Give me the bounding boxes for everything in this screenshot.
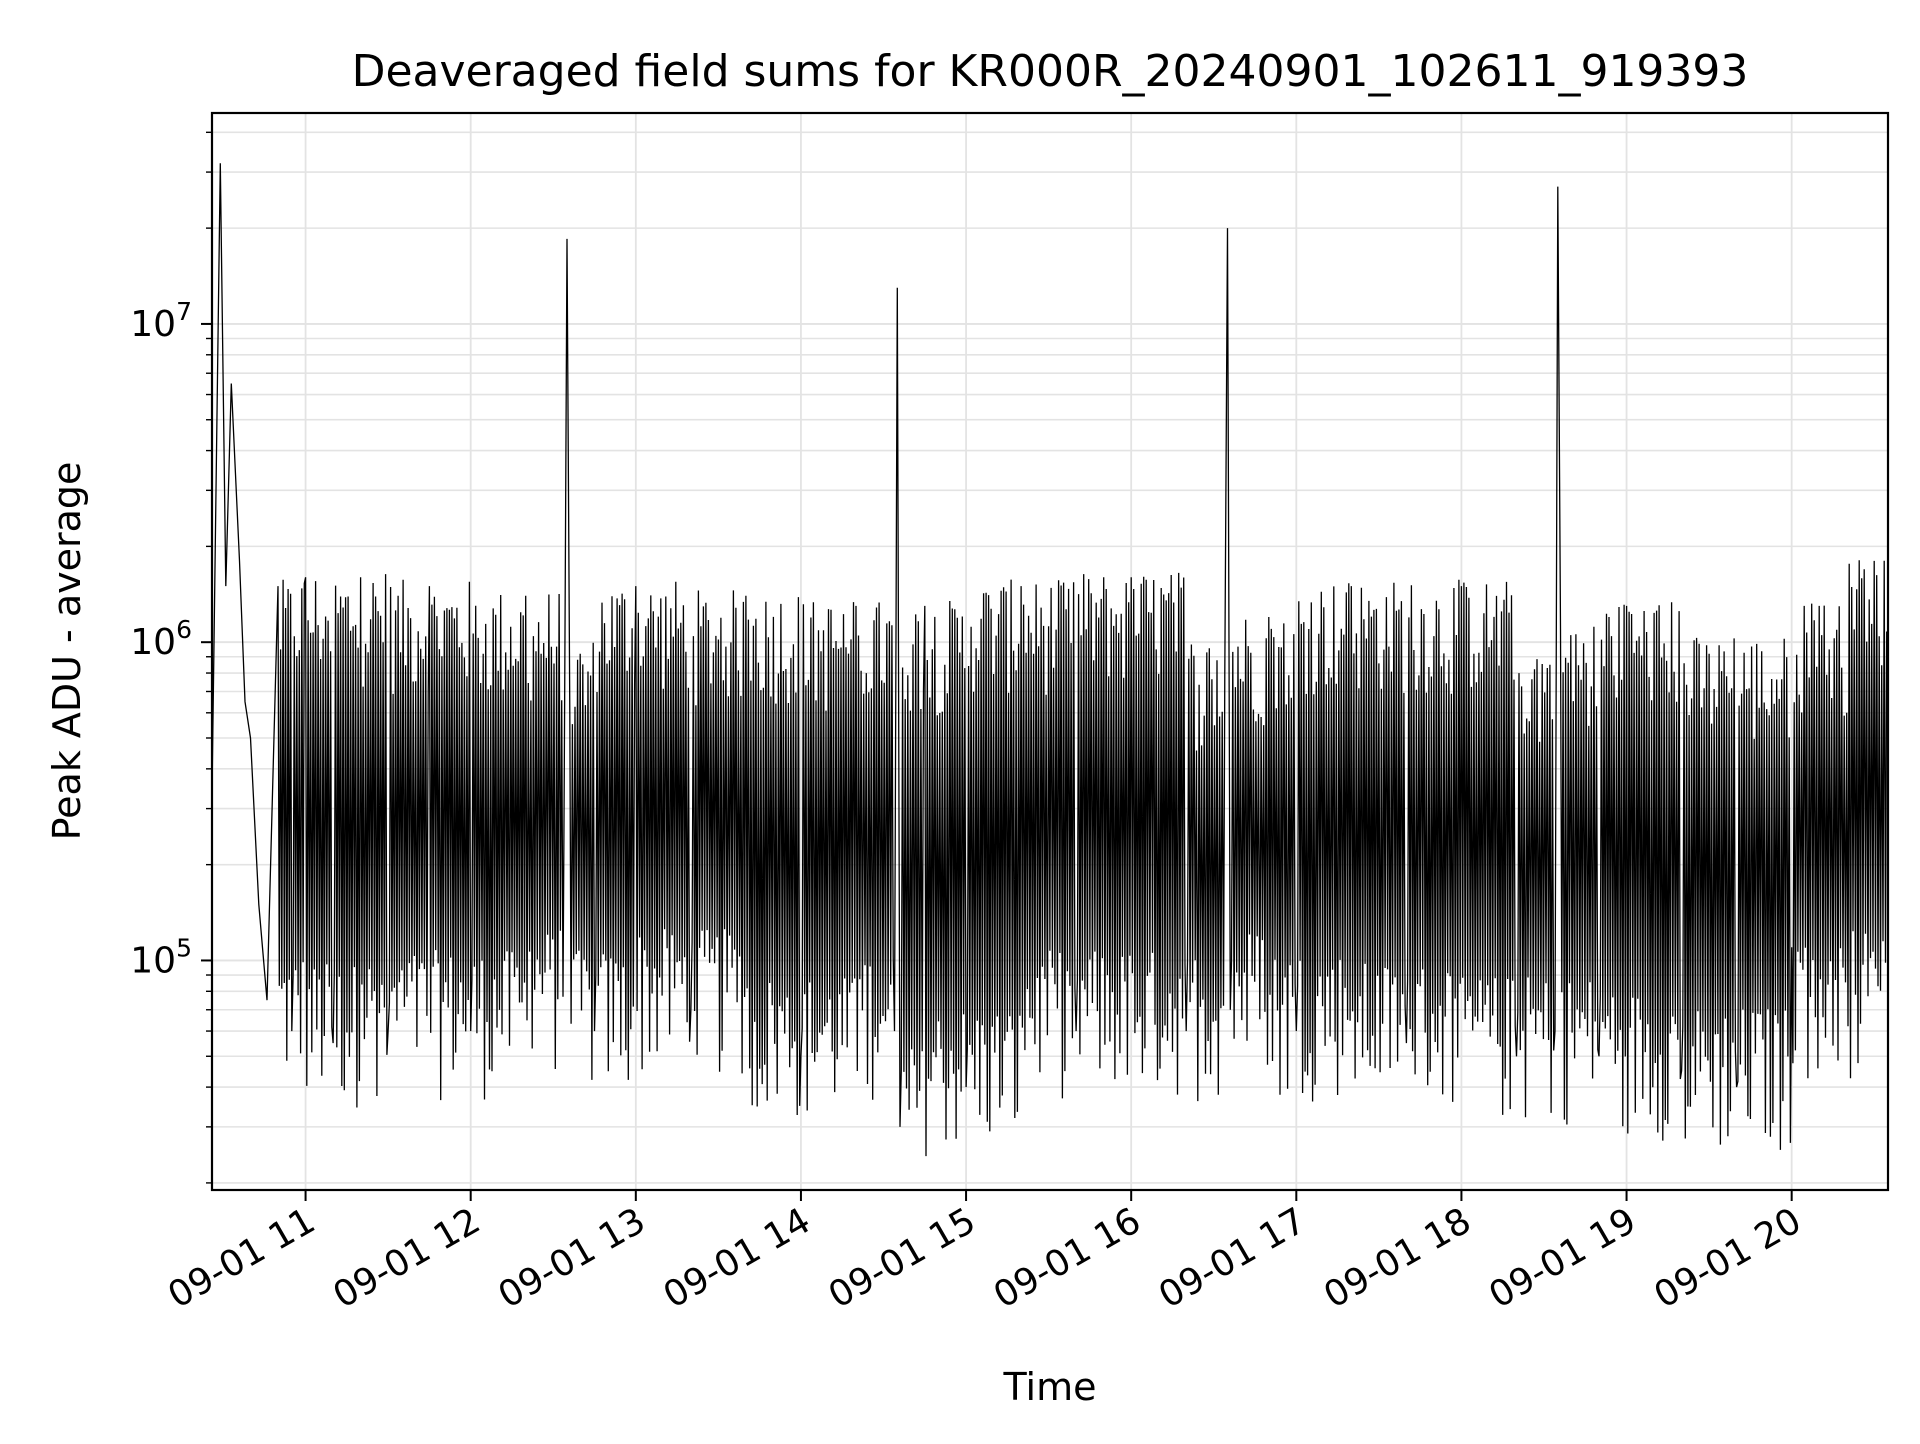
data-series (211, 163, 1889, 1157)
x-axis-label: Time (1003, 1365, 1097, 1409)
plot-frame (210, 111, 1890, 1192)
y-tick-label: 105 (130, 933, 192, 981)
y-axis-label: Peak ADU - average (45, 462, 89, 841)
y-tick-label: 106 (130, 615, 192, 663)
chart-title: Deaveraged field sums for KR000R_2024090… (352, 46, 1749, 97)
series-line (211, 163, 1889, 1157)
y-tick-label: 107 (130, 297, 192, 345)
